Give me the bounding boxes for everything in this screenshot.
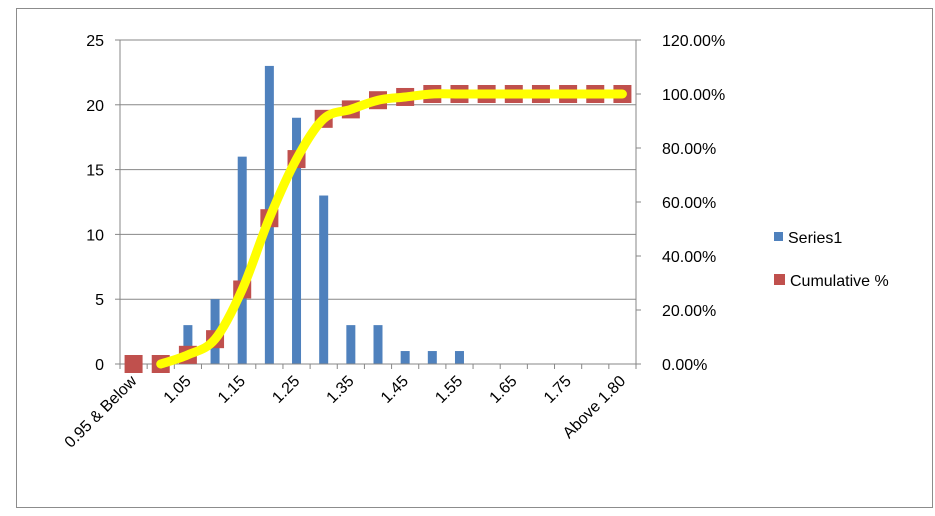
bar: [373, 325, 383, 364]
left-axis-tick-labels: 0 5 10 15 20 25: [86, 33, 104, 374]
bar: [427, 351, 437, 364]
right-axis-tick-label: 40.00%: [662, 249, 716, 266]
bar: [454, 351, 464, 364]
right-axis-tick-label: 60.00%: [662, 195, 716, 212]
bar: [183, 325, 193, 364]
x-axis-tick-label: 1.35: [324, 373, 358, 407]
trendline-path: [156, 89, 627, 369]
legend: Series1 Cumulative %: [774, 230, 889, 290]
cumulative-marker: [124, 355, 143, 373]
legend-swatch-cumulative: [774, 274, 785, 285]
gridlines: [120, 39, 636, 300]
right-axis-tick-label: 100.00%: [662, 87, 725, 104]
legend-swatch-series1: [774, 232, 783, 241]
x-axis-tick-label: 1.75: [541, 373, 575, 407]
left-axis-tick-label: 10: [86, 227, 104, 244]
right-axis-tick-label: 0.00%: [662, 357, 707, 374]
x-axis-tick-label: 1.15: [215, 373, 249, 407]
x-axis-tick-label: 1.55: [432, 373, 466, 407]
right-axis-tick-label: 20.00%: [662, 303, 716, 320]
bar: [400, 351, 410, 364]
bar: [292, 117, 302, 364]
x-axis-tick-label: 1.05: [161, 373, 195, 407]
x-axis-tick-label: 1.65: [487, 373, 521, 407]
left-axis-tick-label: 25: [86, 33, 104, 50]
right-axis-tick-label: 80.00%: [662, 141, 716, 158]
left-axis-tick-label: 5: [95, 292, 104, 309]
legend-label-series1: Series1: [788, 230, 842, 247]
right-axis-tick-label: 120.00%: [662, 33, 725, 50]
left-axis-tick-label: 0: [95, 357, 104, 374]
left-axis-tick-label: 20: [86, 98, 104, 115]
legend-label-cumulative: Cumulative %: [790, 273, 889, 290]
cumulative-trendline: [156, 89, 627, 369]
x-axis-tick-label: 0.95 & Below: [62, 372, 141, 451]
bar: [319, 195, 329, 364]
x-axis-tick-label: 1.25: [269, 373, 303, 407]
x-axis-tick-labels: 0.95 & Below 1.05 1.15 1.25 1.35 1.45 1.55 1.65…: [62, 372, 630, 451]
left-axis-tick-label: 15: [86, 163, 104, 180]
bar: [237, 156, 247, 364]
right-axis-tick-labels: 0.00% 20.00% 40.00% 60.00% 80.00% 100.00% 120.…: [662, 33, 725, 374]
axes: [115, 39, 641, 369]
bar: [346, 325, 356, 364]
x-axis-tick-label: 1.45: [378, 373, 412, 407]
